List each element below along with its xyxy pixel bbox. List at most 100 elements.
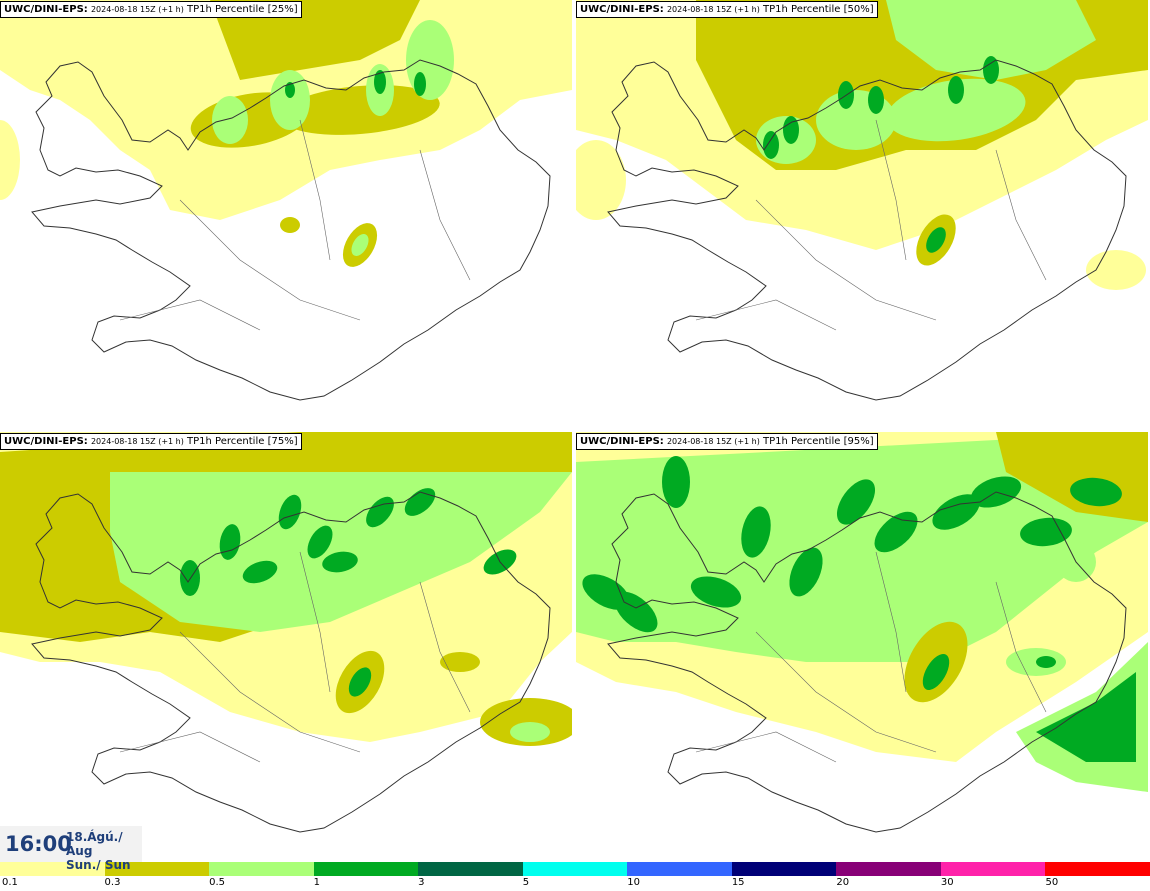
map-panel-p25: UWC/DINI-EPS: 2024-08-18 15Z (+1 h) TP1h…: [0, 0, 572, 428]
precip-map: [0, 432, 572, 833]
valid-date: 18.Ágú./ Aug Sun./ Sun: [66, 830, 142, 872]
precip-area: [180, 560, 200, 596]
precip-area: [874, 511, 918, 553]
precip-map: [0, 0, 572, 401]
precip-area: [285, 82, 295, 98]
precip-area: [690, 576, 742, 608]
precip-area: [816, 90, 896, 150]
precip-area: [278, 494, 302, 530]
colorbar-tick-label: 0.3: [104, 877, 121, 888]
map-panel-p50: UWC/DINI-EPS: 2024-08-18 15Z (+1 h) TP1h…: [576, 0, 1148, 428]
precip-area: [404, 488, 436, 516]
precip-area: [886, 78, 1026, 142]
precip-area: [374, 70, 386, 94]
model-name: UWC/DINI-EPS:: [4, 436, 88, 447]
precip-area: [741, 506, 771, 558]
precip-area: [366, 496, 394, 528]
road-line: [875, 551, 907, 693]
precip-area: [763, 131, 779, 159]
valid-date-line1: 18.Ágú./ Aug: [66, 830, 123, 858]
panel-title: UWC/DINI-EPS: 2024-08-18 15Z (+1 h) TP1h…: [0, 1, 302, 18]
colorbar-tick-label: 10: [627, 877, 640, 888]
road-line: [875, 119, 907, 261]
panel-title: UWC/DINI-EPS: 2024-08-18 15Z (+1 h) TP1h…: [576, 433, 878, 450]
precip-area: [1020, 517, 1072, 547]
precip-area: [576, 140, 626, 220]
run-time: 2024-08-18 15Z (+1 h): [90, 5, 184, 14]
precip-area: [440, 652, 480, 672]
map-panel-p75: UWC/DINI-EPS: 2024-08-18 15Z (+1 h) TP1h…: [0, 432, 572, 860]
precip-map: [576, 432, 1148, 833]
road-line: [419, 581, 471, 713]
precip-colorbar: [0, 862, 1150, 876]
colorbar-segment: [209, 862, 314, 876]
run-time: 2024-08-18 15Z (+1 h): [666, 5, 760, 14]
run-time: 2024-08-18 15Z (+1 h): [666, 437, 760, 446]
precip-area: [280, 217, 300, 233]
precip-area: [1070, 477, 1122, 507]
colorbar-segment: [1045, 862, 1150, 876]
road-line: [995, 149, 1047, 281]
colorbar-segment: [104, 862, 210, 876]
colorbar-segment: [940, 862, 1046, 876]
panel-title: UWC/DINI-EPS: 2024-08-18 15Z (+1 h) TP1h…: [0, 433, 302, 450]
road-line: [695, 731, 837, 763]
precip-area: [406, 20, 454, 100]
colorbar-tick-label: 3: [418, 877, 425, 888]
model-name: UWC/DINI-EPS:: [580, 4, 664, 15]
colorbar-tick-label: 15: [731, 877, 745, 888]
road-line: [419, 149, 471, 281]
coastline: [31, 491, 551, 833]
precip-area: [868, 86, 884, 114]
precip-area: [210, 0, 420, 80]
colorbar-segment: [836, 862, 941, 876]
road-line: [179, 199, 361, 321]
product-label: TP1h Percentile [95%]: [763, 436, 874, 447]
colorbar-labels: 0.1 0.3 0.5 1 3 5 10 15 20 30 50: [0, 876, 1150, 891]
valid-hour: 16:00: [5, 832, 72, 856]
precip-area: [322, 551, 358, 573]
precip-area: [983, 56, 999, 84]
run-time: 2024-08-18 15Z (+1 h): [90, 437, 184, 446]
colorbar-segment: [313, 862, 419, 876]
precip-area: [886, 0, 1096, 80]
precip-area: [510, 722, 550, 742]
map-panel-p95: UWC/DINI-EPS: 2024-08-18 15Z (+1 h) TP1h…: [576, 432, 1148, 860]
coastline: [31, 59, 551, 401]
precip-area: [922, 653, 950, 691]
precip-area: [926, 227, 946, 253]
colorbar-segment: [731, 862, 837, 876]
road-line: [119, 299, 261, 331]
precip-map: [576, 0, 1148, 401]
colorbar-tick-label: 50: [1045, 877, 1059, 888]
precip-area: [614, 591, 658, 633]
precip-area: [0, 120, 20, 200]
precip-area: [789, 547, 823, 597]
precip-area: [414, 72, 426, 96]
road-line: [179, 631, 361, 753]
colorbar-segment: [418, 862, 523, 876]
road-line: [299, 551, 331, 693]
precip-area: [280, 85, 440, 135]
colorbar-segment: [627, 862, 732, 876]
road-line: [119, 731, 261, 763]
precip-area: [348, 667, 372, 697]
precip-area: [948, 76, 964, 104]
road-line: [755, 631, 937, 753]
product-label: TP1h Percentile [25%]: [187, 4, 298, 15]
road-line: [695, 299, 837, 331]
colorbar-tick-label: 5: [522, 877, 530, 888]
precip-area: [1086, 250, 1146, 290]
model-name: UWC/DINI-EPS:: [580, 436, 664, 447]
colorbar-tick-label: 30: [940, 877, 954, 888]
product-label: TP1h Percentile [50%]: [763, 4, 874, 15]
precip-area: [1036, 672, 1136, 762]
valid-date-line2: Sun./ Sun: [66, 858, 131, 872]
valid-time-box: 16:00 18.Ágú./ Aug Sun./ Sun: [0, 826, 142, 872]
colorbar-tick-label: 20: [836, 877, 850, 888]
precip-area: [351, 234, 369, 256]
precip-area: [212, 96, 248, 144]
coastline: [607, 59, 1127, 401]
precip-area: [270, 70, 310, 130]
road-line: [995, 581, 1047, 713]
